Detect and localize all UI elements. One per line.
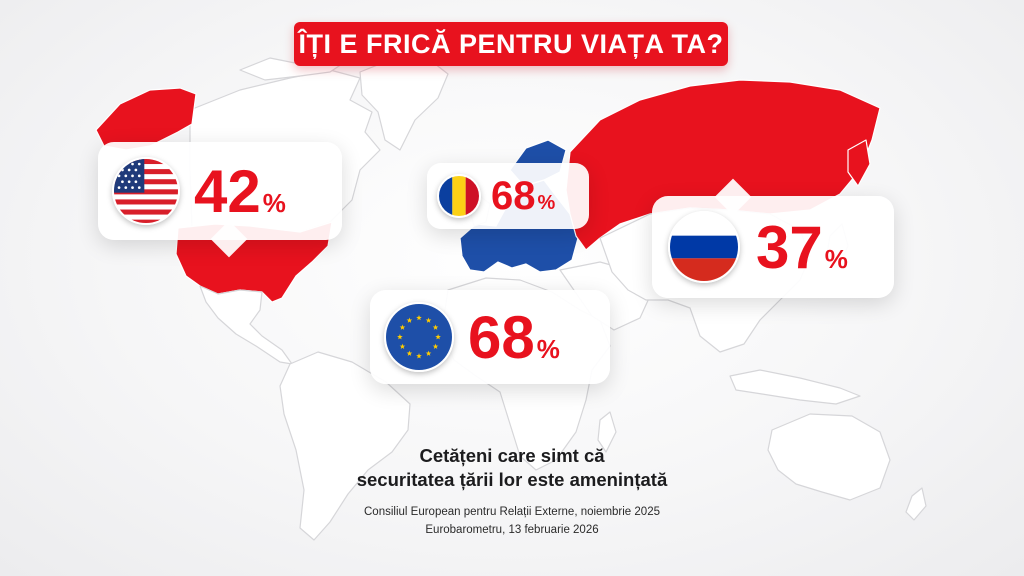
eu-star-icon [416,353,422,359]
alaska-shape [95,87,197,151]
subtitle-line-2: securitatea țării lor este amenințată [356,469,668,490]
romania-value-unit: % [537,191,556,214]
eu-star-icon [406,350,413,356]
source-line-1: Consiliul European pentru Relații Extern… [364,506,660,518]
russia-value-number: 37 [756,213,823,281]
eu-star-icon [432,324,439,330]
australia-shape [767,413,891,501]
eu-flag-icon [384,302,454,372]
callout-card-romania: 68 % [427,163,589,229]
new-zealand-shape [905,487,927,521]
callout-card-usa: 42 % [98,142,342,258]
eu-star-icon [435,334,441,340]
usa-flag-icon [112,157,180,225]
page-title: ÎȚI E FRICĂ PENTRU VIAȚA TA? [298,28,724,59]
eu-star-icon [425,350,432,356]
usa-value-unit: % [262,187,286,218]
mexico-shape [199,285,293,365]
eu-star-icon [399,343,406,349]
eu-value-number: 68 [468,303,535,371]
subtitle-line-1: Cetățeni care simt că [419,445,605,466]
callout-card-russia: 37 % [652,178,894,298]
sources: Consiliul European pentru Relații Extern… [300,503,724,539]
eu-star-icon [432,343,439,349]
eu-star-icon [406,317,413,323]
russia-flag-icon [668,211,740,283]
eu-star-icon [416,314,422,321]
usa-value: 42 % [194,157,286,226]
eu-star-icon [399,324,406,330]
eu-value-unit: % [536,333,560,364]
subtitle: Cetățeni care simt că securitatea țării … [300,444,724,492]
eu-value: 68 % [468,303,560,372]
romania-value-number: 68 [491,173,536,218]
title-banner: ÎȚI E FRICĂ PENTRU VIAȚA TA? [294,22,728,66]
kamchatka-shape [847,139,871,187]
madagascar-shape [597,411,617,453]
source-line-2: Eurobarometru, 13 februarie 2026 [425,524,599,536]
usa-value-number: 42 [194,157,261,225]
eu-star-icon [425,317,432,323]
russia-value-unit: % [824,243,848,274]
greenland-shape [359,57,449,151]
romania-value: 68 % [491,174,555,219]
romania-flag-icon [437,174,481,218]
russia-value: 37 % [756,213,848,282]
eu-star-icon [397,334,403,340]
callout-card-eu: 68 % [370,290,610,384]
indonesia-shape [729,369,861,405]
